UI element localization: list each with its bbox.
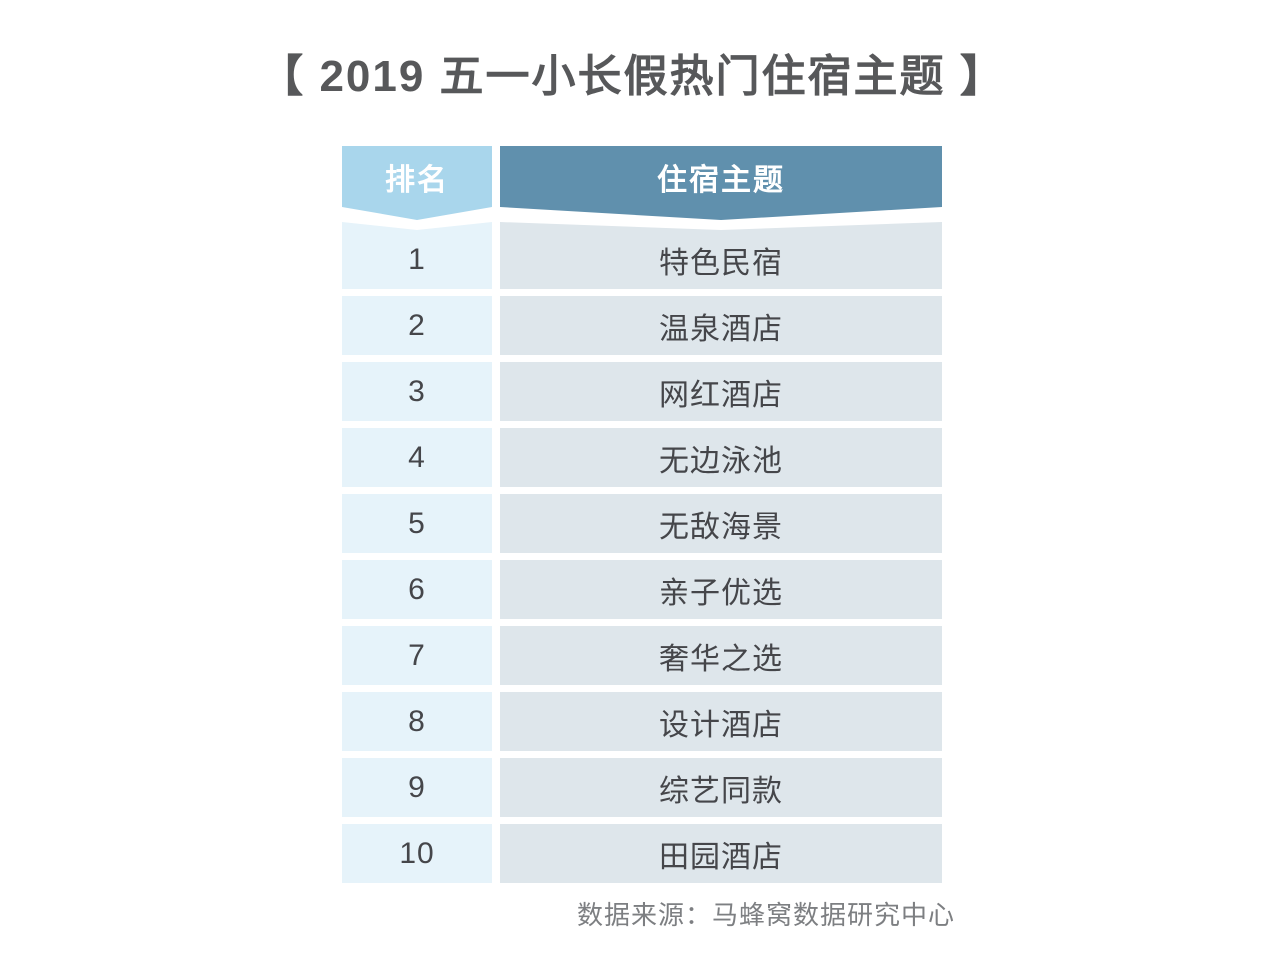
table-row: 7 奢华之选: [342, 626, 942, 685]
rank-cell: 7: [342, 626, 492, 685]
rank-cell: 5: [342, 494, 492, 553]
theme-cell: 亲子优选: [500, 560, 942, 619]
table-row: 3 网红酒店: [342, 362, 942, 421]
page-title: 【 2019 五一小长假热门住宿主题 】: [259, 52, 1006, 101]
rank-cell: 10: [342, 824, 492, 883]
rank-cell: 8: [342, 692, 492, 751]
theme-cell: 无边泳池: [500, 428, 942, 487]
theme-cell: 设计酒店: [500, 692, 942, 751]
rank-cell: 1: [342, 222, 492, 289]
rank-cell: 3: [342, 362, 492, 421]
theme-cell: 田园酒店: [500, 824, 942, 883]
table-row: 2 温泉酒店: [342, 296, 942, 355]
theme-cell: 温泉酒店: [500, 296, 942, 355]
theme-column-header: 住宿主题: [500, 146, 942, 220]
theme-cell: 特色民宿: [500, 222, 942, 289]
table-row: 9 综艺同款: [342, 758, 942, 817]
table-row: 5 无敌海景: [342, 494, 942, 553]
table-row: 1 特色民宿: [342, 222, 942, 289]
theme-cell: 奢华之选: [500, 626, 942, 685]
table-body: 1 特色民宿 2 温泉酒店 3 网红酒店 4 无边泳池 5 无敌海景 6 亲子优…: [342, 222, 942, 883]
theme-cell: 无敌海景: [500, 494, 942, 553]
table-row: 10 田园酒店: [342, 824, 942, 883]
table-row: 8 设计酒店: [342, 692, 942, 751]
rank-cell: 4: [342, 428, 492, 487]
ranking-table: 排名 住宿主题 1 特色民宿 2 温泉酒店 3 网红酒店 4 无边泳池 5 无敌…: [342, 146, 942, 883]
rank-cell: 2: [342, 296, 492, 355]
data-source-caption: 数据来源：马蜂窝数据研究中心: [576, 900, 955, 930]
table-row: 6 亲子优选: [342, 560, 942, 619]
table-header-row: 排名 住宿主题: [342, 146, 942, 220]
rank-column-header: 排名: [342, 146, 492, 220]
theme-cell: 网红酒店: [500, 362, 942, 421]
theme-cell: 综艺同款: [500, 758, 942, 817]
rank-cell: 9: [342, 758, 492, 817]
table-row: 4 无边泳池: [342, 428, 942, 487]
rank-cell: 6: [342, 560, 492, 619]
